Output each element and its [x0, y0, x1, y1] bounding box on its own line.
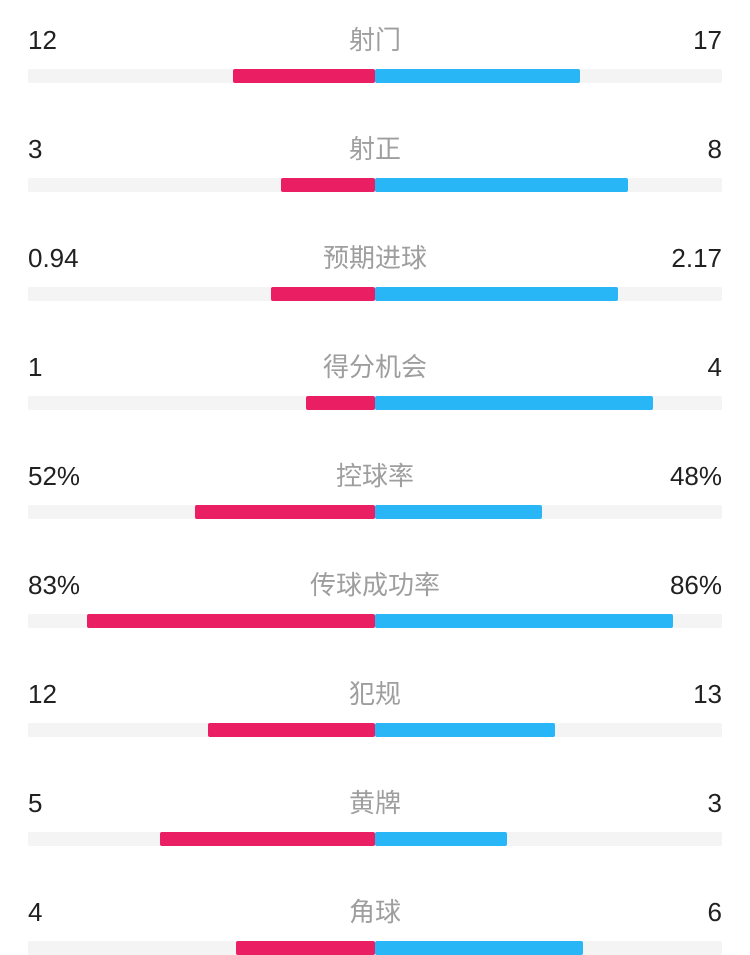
home-bar — [195, 505, 375, 519]
home-bar-wrap — [28, 69, 375, 83]
away-bar — [375, 614, 673, 628]
home-bar-wrap — [28, 396, 375, 410]
stat-label: 射正 — [42, 129, 707, 166]
match-stats-container: 12射门173射正80.94预期进球2.171得分机会452%控球率48%83%… — [0, 0, 750, 955]
home-bar-wrap — [28, 614, 375, 628]
away-bar-wrap — [375, 505, 722, 519]
stat-bar-track — [28, 723, 722, 737]
stat-header: 4角球6 — [28, 892, 722, 929]
home-bar-wrap — [28, 723, 375, 737]
stat-bar-track — [28, 832, 722, 846]
stat-row: 5黄牌3 — [28, 783, 722, 846]
away-value: 13 — [693, 681, 722, 707]
home-bar-wrap — [28, 178, 375, 192]
away-bar — [375, 287, 618, 301]
stat-bar-track — [28, 505, 722, 519]
away-value: 17 — [693, 27, 722, 53]
away-value: 86% — [670, 572, 722, 598]
away-bar-wrap — [375, 723, 722, 737]
away-value: 2.17 — [671, 245, 722, 271]
home-value: 1 — [28, 354, 42, 380]
away-value: 3 — [708, 790, 722, 816]
stat-bar-track — [28, 614, 722, 628]
stat-bar-track — [28, 69, 722, 83]
stat-bar-track — [28, 941, 722, 955]
stat-row: 0.94预期进球2.17 — [28, 238, 722, 301]
away-bar-wrap — [375, 287, 722, 301]
stat-label: 黄牌 — [42, 783, 707, 820]
stat-bar-track — [28, 287, 722, 301]
home-value: 3 — [28, 136, 42, 162]
stat-header: 1得分机会4 — [28, 347, 722, 384]
away-bar-wrap — [375, 614, 722, 628]
home-value: 5 — [28, 790, 42, 816]
away-value: 6 — [708, 899, 722, 925]
stat-label: 预期进球 — [79, 238, 672, 275]
away-value: 48% — [670, 463, 722, 489]
stat-header: 83%传球成功率86% — [28, 565, 722, 602]
away-bar — [375, 396, 653, 410]
home-bar — [87, 614, 375, 628]
stat-header: 12射门17 — [28, 20, 722, 57]
away-value: 8 — [708, 136, 722, 162]
home-bar-wrap — [28, 832, 375, 846]
stat-row: 12犯规13 — [28, 674, 722, 737]
home-bar-wrap — [28, 505, 375, 519]
home-bar-wrap — [28, 287, 375, 301]
home-bar — [160, 832, 375, 846]
away-bar — [375, 723, 555, 737]
away-bar-wrap — [375, 396, 722, 410]
home-value: 4 — [28, 899, 42, 925]
stat-header: 0.94预期进球2.17 — [28, 238, 722, 275]
away-bar — [375, 505, 542, 519]
stat-bar-track — [28, 178, 722, 192]
home-bar — [236, 941, 375, 955]
stat-label: 射门 — [57, 20, 693, 57]
stat-bar-track — [28, 396, 722, 410]
home-value: 0.94 — [28, 245, 79, 271]
stat-header: 52%控球率48% — [28, 456, 722, 493]
stat-label: 得分机会 — [42, 347, 707, 384]
away-bar-wrap — [375, 832, 722, 846]
away-bar — [375, 832, 507, 846]
home-bar — [281, 178, 375, 192]
away-bar-wrap — [375, 69, 722, 83]
home-bar — [208, 723, 375, 737]
home-value: 12 — [28, 27, 57, 53]
home-value: 52% — [28, 463, 80, 489]
home-value: 12 — [28, 681, 57, 707]
stat-row: 3射正8 — [28, 129, 722, 192]
away-bar — [375, 69, 580, 83]
stat-label: 传球成功率 — [80, 565, 670, 602]
stat-row: 4角球6 — [28, 892, 722, 955]
home-bar — [306, 396, 375, 410]
away-bar-wrap — [375, 178, 722, 192]
stat-label: 犯规 — [57, 674, 693, 711]
away-bar — [375, 178, 628, 192]
away-value: 4 — [708, 354, 722, 380]
home-value: 83% — [28, 572, 80, 598]
away-bar-wrap — [375, 941, 722, 955]
home-bar — [271, 287, 375, 301]
stat-header: 12犯规13 — [28, 674, 722, 711]
stat-row: 12射门17 — [28, 20, 722, 83]
stat-row: 1得分机会4 — [28, 347, 722, 410]
stat-header: 3射正8 — [28, 129, 722, 166]
away-bar — [375, 941, 583, 955]
stat-label: 角球 — [42, 892, 707, 929]
stat-row: 83%传球成功率86% — [28, 565, 722, 628]
home-bar-wrap — [28, 941, 375, 955]
stat-row: 52%控球率48% — [28, 456, 722, 519]
home-bar — [233, 69, 375, 83]
stat-label: 控球率 — [80, 456, 670, 493]
stat-header: 5黄牌3 — [28, 783, 722, 820]
